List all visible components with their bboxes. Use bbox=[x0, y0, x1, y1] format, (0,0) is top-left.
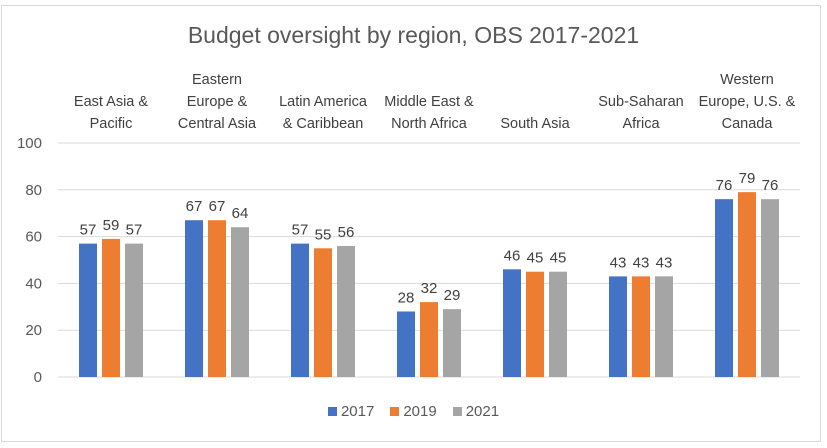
category-label: Eastern Europe & Central Asia bbox=[178, 72, 257, 132]
bar-2021 bbox=[443, 309, 461, 377]
y-tick-label: 40 bbox=[25, 275, 42, 292]
category-label-line: Europe & bbox=[187, 94, 248, 110]
bar-2019 bbox=[420, 302, 438, 377]
bar-2019 bbox=[526, 271, 544, 377]
legend-label: 2017 bbox=[340, 403, 375, 420]
data-label: 56 bbox=[338, 224, 355, 241]
category-label-line: East Asia & bbox=[74, 94, 148, 110]
bar-2021 bbox=[125, 243, 143, 377]
data-label: 43 bbox=[656, 254, 673, 271]
data-label: 55 bbox=[315, 226, 332, 243]
legend-item-2021: 2021 bbox=[452, 403, 500, 420]
bar-2019 bbox=[314, 248, 332, 377]
bar-2021 bbox=[655, 276, 673, 377]
legend-swatch bbox=[327, 407, 337, 416]
bar-2021 bbox=[231, 227, 249, 377]
legend-item-2019: 2019 bbox=[390, 403, 437, 420]
bar-2017 bbox=[185, 220, 203, 377]
data-label: 79 bbox=[739, 170, 756, 187]
bar-2019 bbox=[738, 192, 756, 377]
bar-2021 bbox=[549, 271, 567, 377]
data-label: 45 bbox=[527, 250, 544, 267]
category-label-line: South Asia bbox=[500, 116, 570, 132]
category-label-line: Middle East & bbox=[384, 94, 474, 110]
legend-swatch bbox=[390, 407, 400, 416]
category-label-line: Pacific bbox=[90, 116, 133, 132]
legend-label: 2021 bbox=[465, 403, 500, 420]
category-label-line: Canada bbox=[722, 116, 774, 132]
category-label: Middle East & North Africa bbox=[384, 94, 474, 132]
data-label: 67 bbox=[209, 198, 226, 215]
bar-2021 bbox=[761, 199, 779, 377]
category-label-line: Africa bbox=[622, 116, 660, 132]
data-label: 59 bbox=[103, 217, 120, 234]
bar-2017 bbox=[503, 269, 521, 377]
category-label-line: North Africa bbox=[391, 116, 468, 132]
bar-2019 bbox=[102, 238, 120, 377]
bar-2017 bbox=[715, 199, 733, 377]
y-axis-ticks: 0 20 40 60 80 100 bbox=[17, 135, 42, 386]
data-label: 43 bbox=[633, 254, 650, 271]
category-label: East Asia & Pacific bbox=[74, 94, 148, 132]
category-label-line: Latin America bbox=[279, 94, 368, 110]
bar-2021 bbox=[337, 245, 355, 377]
data-label: 67 bbox=[186, 198, 203, 215]
data-label: 76 bbox=[762, 177, 779, 194]
category-label: Sub-Saharan Africa bbox=[598, 94, 683, 132]
y-tick-label: 0 bbox=[34, 369, 42, 386]
data-label: 32 bbox=[421, 280, 438, 297]
y-tick-label: 20 bbox=[25, 322, 42, 339]
legend-swatch bbox=[452, 407, 462, 416]
legend: 2017 2019 2021 bbox=[0, 403, 827, 420]
data-label: 43 bbox=[610, 254, 627, 271]
y-tick-label: 100 bbox=[17, 135, 42, 152]
y-tick-label: 80 bbox=[25, 182, 42, 199]
data-label: 57 bbox=[80, 222, 97, 239]
data-label: 45 bbox=[550, 250, 567, 267]
bar-2019 bbox=[208, 220, 226, 377]
bar-2017 bbox=[79, 243, 97, 377]
category-label: Western Europe, U.S. & Canada bbox=[699, 72, 796, 132]
category-label: South Asia bbox=[500, 116, 570, 132]
bars bbox=[79, 192, 779, 377]
category-labels: East Asia & Pacific Eastern Europe & Central… bbox=[74, 72, 796, 132]
data-label: 57 bbox=[126, 222, 143, 239]
data-label: 64 bbox=[232, 205, 249, 222]
data-label: 29 bbox=[444, 287, 461, 304]
category-label-line: Eastern bbox=[192, 72, 242, 88]
data-labels: 57 59 57 67 67 64 57 55 56 28 32 29 46 45 45 43 43 43 76 79… bbox=[80, 170, 779, 306]
legend-label: 2019 bbox=[403, 403, 437, 420]
data-label: 46 bbox=[504, 247, 521, 264]
category-label-line: Western bbox=[720, 72, 774, 88]
category-label-line: & Caribbean bbox=[283, 116, 364, 132]
category-label-line: Europe, U.S. & bbox=[699, 94, 796, 110]
category-label-line: Central Asia bbox=[178, 116, 257, 132]
data-label: 76 bbox=[716, 177, 733, 194]
bar-2017 bbox=[397, 311, 415, 377]
chart-title: Budget oversight by region, OBS 2017-202… bbox=[187, 22, 640, 48]
bar-2019 bbox=[632, 276, 650, 377]
legend-item-2017: 2017 bbox=[327, 403, 375, 420]
data-label: 28 bbox=[398, 289, 415, 306]
bar-2017 bbox=[609, 276, 627, 377]
category-label-line: Sub-Saharan bbox=[598, 94, 683, 110]
bar-2017 bbox=[291, 243, 309, 377]
data-label: 57 bbox=[292, 222, 309, 239]
category-label: Latin America & Caribbean bbox=[279, 94, 368, 132]
y-tick-label: 60 bbox=[25, 229, 42, 246]
